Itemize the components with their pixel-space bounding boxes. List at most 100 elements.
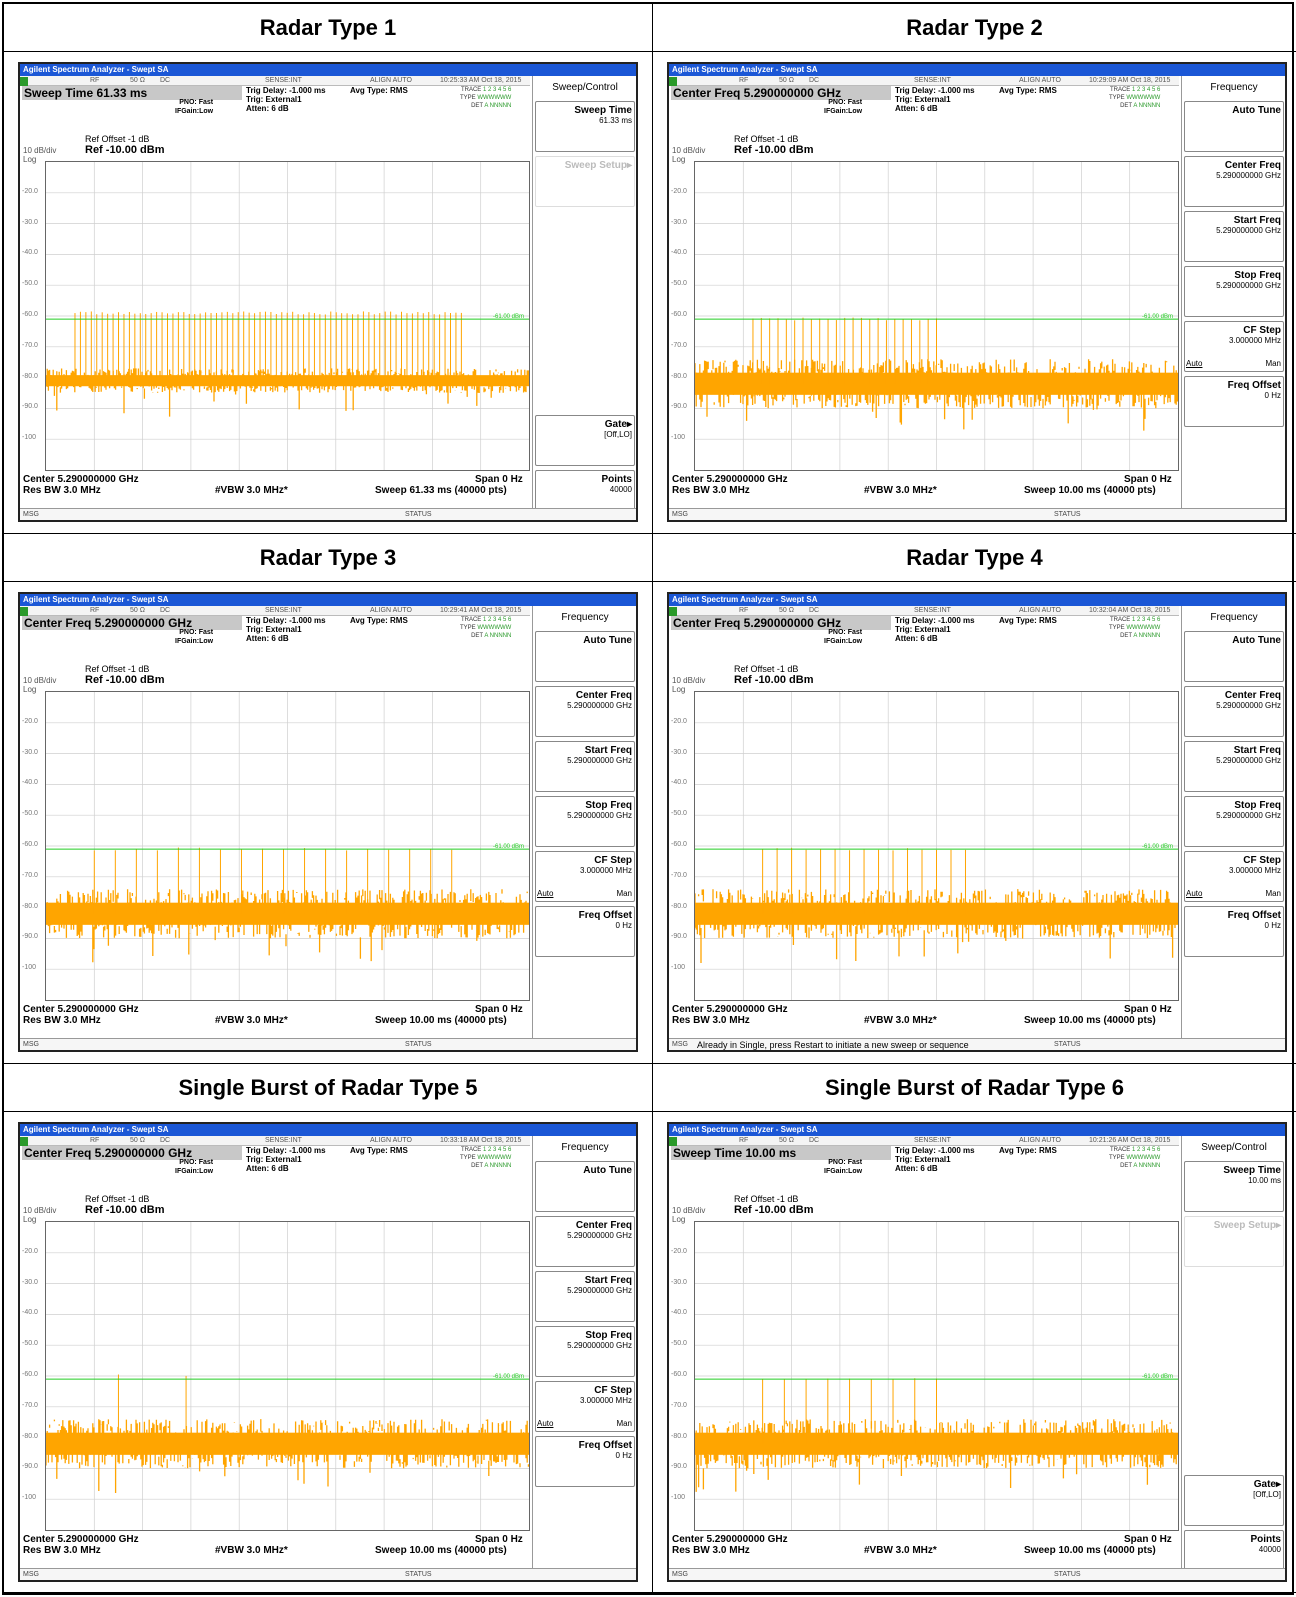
- softkey[interactable]: Gate▸ [Off,LO]: [535, 415, 635, 466]
- softkey[interactable]: Center Freq 5.290000000 GHz: [1184, 686, 1284, 737]
- softkey-value: 3.000000 MHz: [1228, 866, 1281, 875]
- softkey[interactable]: Center Freq 5.290000000 GHz: [535, 1216, 635, 1267]
- softkey[interactable]: Sweep Time 61.33 ms: [535, 101, 635, 152]
- softkey-value: 5.290000000 GHz: [567, 811, 632, 820]
- trig-delay: Trig Delay: -1.000 ms: [246, 86, 326, 95]
- softkey[interactable]: Sweep Setup▸: [1184, 1216, 1284, 1267]
- softkey[interactable]: CF Step 3.000000 MHz Auto Man: [1184, 321, 1284, 372]
- softkey-man[interactable]: Man: [616, 889, 632, 898]
- softkey-label: CF Step: [594, 855, 632, 866]
- softkey[interactable]: Stop Freq 5.290000000 GHz: [1184, 796, 1284, 847]
- panel-screenshot-cell: Agilent Spectrum Analyzer - Swept SA RF 50…: [653, 582, 1296, 1064]
- softkey[interactable]: CF Step 3.000000 MHz Auto Man: [535, 851, 635, 902]
- softkey-label: Center Freq: [1224, 160, 1281, 171]
- softkey[interactable]: Sweep Time 10.00 ms: [1184, 1161, 1284, 1212]
- softkey-auto[interactable]: Auto: [1186, 889, 1203, 898]
- softkey-value: 5.290000000 GHz: [567, 701, 632, 710]
- y-tick-label: -30.0: [22, 218, 38, 226]
- trace-row-value: WWWWWW: [477, 95, 512, 101]
- trace-row: DET A NNNNN: [460, 102, 511, 110]
- trace-row-label: DET: [471, 1163, 483, 1169]
- softkey[interactable]: Auto Tune: [535, 1161, 635, 1212]
- status-indicator: [669, 607, 677, 616]
- y-tick-label: -50.0: [22, 810, 38, 818]
- softkey[interactable]: Sweep Setup▸: [535, 156, 635, 207]
- trace-info: TRACE 1 2 3 4 5 6 TYPE WWWWWW DET A NNNNN: [460, 86, 511, 110]
- softkey[interactable]: Start Freq 5.290000000 GHz: [1184, 211, 1284, 262]
- softkey[interactable]: Auto Tune: [1184, 631, 1284, 682]
- sweep-readout: Sweep 61.33 ms (40000 pts): [375, 485, 507, 496]
- active-function-readout: Sweep Time 10.00 ms: [671, 1146, 891, 1160]
- softkey[interactable]: Freq Offset 0 Hz: [535, 906, 635, 957]
- pno-text: PNO: Fast: [828, 629, 863, 636]
- softkey[interactable]: Freq Offset 0 Hz: [1184, 376, 1284, 427]
- softkey[interactable]: Auto Tune: [1184, 101, 1284, 152]
- msg-label: MSG: [672, 1571, 688, 1578]
- message-bar: MSG STATUS: [669, 1568, 1285, 1580]
- y-tick-label: -60.0: [22, 841, 38, 848]
- trigger-info: Trig Delay: -1.000 ms Trig: External1 Atte…: [895, 86, 975, 113]
- y-tick-label: -40.0: [671, 779, 687, 787]
- y-tick-label: -30.0: [22, 748, 38, 756]
- trace-svg: -61.00 dBm: [695, 162, 1178, 470]
- y-tick-label: -20.0: [671, 1247, 687, 1255]
- trace-row-label: DET: [1120, 1163, 1132, 1169]
- y-tick-label: -60.0: [671, 1371, 687, 1378]
- panel-heading: Radar Type 2: [653, 4, 1296, 52]
- softkey-auto[interactable]: Auto: [537, 889, 554, 898]
- softkey-label: Auto Tune: [1232, 105, 1281, 116]
- trace-row-value: 1 2 3 4 5 6: [482, 617, 512, 623]
- softkey-panel: Frequency Auto Tune Center Freq 5.290000000…: [1181, 76, 1285, 513]
- trigger-info: Trig Delay: -1.000 ms Trig: External1 Atte…: [246, 1146, 326, 1173]
- message-bar: MSG STATUS: [20, 1038, 636, 1050]
- info-dc: DC: [809, 607, 820, 614]
- atten: Atten: 6 dB: [246, 104, 289, 113]
- softkey[interactable]: Center Freq 5.290000000 GHz: [1184, 156, 1284, 207]
- center-freq-footer: Center 5.290000000 GHz: [672, 1534, 788, 1545]
- trace-svg: -61.00 dBm: [695, 692, 1178, 1000]
- y-tick-label: -30.0: [22, 1278, 38, 1286]
- softkey[interactable]: Stop Freq 5.290000000 GHz: [535, 1326, 635, 1377]
- softkey[interactable]: Start Freq 5.290000000 GHz: [535, 741, 635, 792]
- trace-plot: -61.00 dBm: [45, 161, 530, 471]
- sweep-readout: Sweep 10.00 ms (40000 pts): [1024, 485, 1156, 496]
- softkey[interactable]: Start Freq 5.290000000 GHz: [1184, 741, 1284, 792]
- softkey[interactable]: Start Freq 5.290000000 GHz: [535, 1271, 635, 1322]
- ifgain-text: IFGain:Low: [824, 108, 863, 115]
- avg-type: Avg Type: RMS: [999, 616, 1057, 625]
- trace-row: TRACE 1 2 3 4 5 6: [460, 1146, 511, 1154]
- atten: Atten: 6 dB: [895, 1164, 938, 1173]
- softkey-auto[interactable]: Auto: [537, 1419, 554, 1428]
- softkey[interactable]: Stop Freq 5.290000000 GHz: [1184, 266, 1284, 317]
- softkey-value: 5.290000000 GHz: [567, 1231, 632, 1240]
- softkey[interactable]: Freq Offset 0 Hz: [1184, 906, 1284, 957]
- softkey-man[interactable]: Man: [616, 1419, 632, 1428]
- active-function-readout: Center Freq 5.290000000 GHz: [22, 1146, 242, 1160]
- log-text: Log: [23, 685, 37, 694]
- softkey[interactable]: CF Step 3.000000 MHz Auto Man: [535, 1381, 635, 1432]
- softkey[interactable]: Auto Tune: [535, 631, 635, 682]
- softkey-auto[interactable]: Auto: [1186, 359, 1203, 368]
- window-title: Agilent Spectrum Analyzer - Swept SA: [20, 1124, 636, 1136]
- softkey-man[interactable]: Man: [1265, 359, 1281, 368]
- panel-screenshot-cell: Agilent Spectrum Analyzer - Swept SA RF 50…: [653, 52, 1296, 534]
- softkey-label: Center Freq: [1224, 690, 1281, 701]
- trace-row-label: TYPE: [1109, 625, 1125, 631]
- trace-row: TYPE WWWWWW: [460, 94, 511, 102]
- softkey[interactable]: Stop Freq 5.290000000 GHz: [535, 796, 635, 847]
- softkey-label: Freq Offset: [1227, 380, 1281, 391]
- threshold-label: -61.00 dBm: [1142, 1374, 1173, 1380]
- info-sense: SENSE:INT: [265, 77, 302, 84]
- trace-row-label: TRACE: [460, 87, 482, 93]
- spectrum-analyzer-screenshot: Agilent Spectrum Analyzer - Swept SA RF 50…: [18, 592, 638, 1052]
- softkey[interactable]: Gate▸ [Off,LO]: [1184, 1475, 1284, 1526]
- softkey[interactable]: Freq Offset 0 Hz: [535, 1436, 635, 1487]
- trig-delay: Trig Delay: -1.000 ms: [895, 86, 975, 95]
- softkey-value: 5.290000000 GHz: [1216, 226, 1281, 235]
- trace-row-label: TRACE: [460, 617, 482, 623]
- spectrum-analyzer-screenshot: Agilent Spectrum Analyzer - Swept SA RF 50…: [667, 62, 1287, 522]
- span: Span 0 Hz: [1124, 1534, 1172, 1545]
- softkey[interactable]: Center Freq 5.290000000 GHz: [535, 686, 635, 737]
- softkey[interactable]: CF Step 3.000000 MHz Auto Man: [1184, 851, 1284, 902]
- softkey-man[interactable]: Man: [1265, 889, 1281, 898]
